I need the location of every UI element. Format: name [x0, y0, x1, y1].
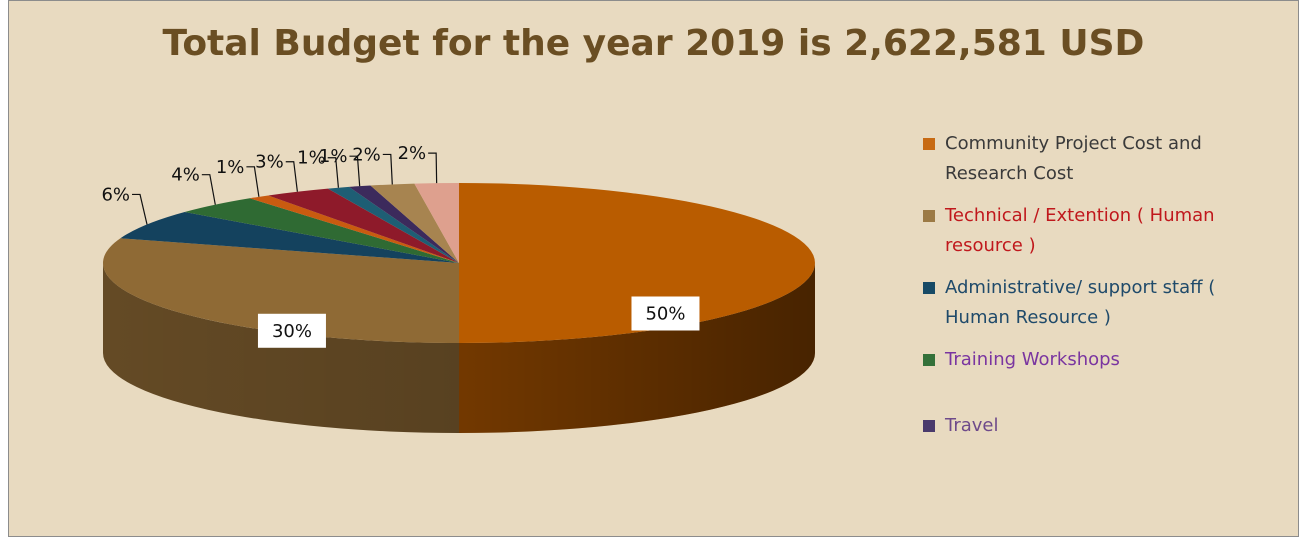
pie-top	[102, 183, 815, 343]
pie-data-label-text: 30%	[272, 321, 312, 342]
pie-data-label-9: 2%	[398, 143, 427, 164]
pie-leader-line-3	[201, 174, 216, 205]
legend-item: Technical / Extention ( Human resource )	[921, 201, 1275, 261]
pie-data-label-box	[631, 296, 700, 331]
legend-label: Training Workshops	[945, 349, 1120, 370]
legend-item: Administrative/ support staff ( Human Re…	[921, 273, 1275, 333]
legend-label: Administrative/ support staff ( Human Re…	[945, 277, 1216, 328]
legend-item: Training Workshops	[921, 345, 1275, 375]
pie-data-label-box	[257, 313, 326, 348]
pie-data-label-7: 1%	[319, 146, 348, 167]
chart-area: Total Budget for the year 2019 is 2,622,…	[8, 0, 1299, 537]
pie-leader-line-9	[428, 152, 438, 184]
legend-item: Travel	[921, 411, 1275, 441]
pie-data-label-1: 30%	[257, 313, 326, 348]
legend-swatch	[923, 420, 935, 432]
pie-leader-line-4	[246, 166, 260, 197]
pie-leader-line-2	[132, 193, 148, 225]
pie-slice-4	[249, 195, 459, 263]
pie-sides	[103, 263, 815, 433]
legend-swatch	[923, 282, 935, 294]
chart-legend: Community Project Cost and Research Cost…	[921, 129, 1281, 453]
legend-label: Travel	[945, 415, 999, 436]
pie-slice-8	[370, 183, 459, 263]
pie-data-label-8: 2%	[352, 144, 381, 165]
legend-swatch	[923, 210, 935, 222]
pie-slice-9	[414, 183, 459, 263]
pie-slice-2	[120, 212, 459, 263]
pie-labels: 50%30%6%4% 1% 3% 1%1% 2% 2%	[101, 143, 700, 348]
pie-leader-line-5	[285, 161, 298, 192]
pie-data-label-3: 4%	[171, 165, 200, 186]
legend-swatch	[923, 138, 935, 150]
pie-chart: 50%30%6%4% 1% 3% 1%1% 2% 2%	[101, 143, 815, 433]
legend-label: Technical / Extention ( Human resource )	[945, 205, 1215, 256]
pie-slice-3	[184, 198, 460, 263]
pie-data-label-5: 3%	[255, 152, 284, 173]
pie-data-label-4: 1%	[216, 157, 245, 178]
pie-data-label-0: 50%	[631, 296, 700, 331]
legend-item: Community Project Cost and Research Cost	[921, 129, 1275, 189]
pie-leader-line-6	[327, 157, 340, 188]
pie-leader-line-7	[349, 155, 361, 187]
pie-slice-0	[459, 183, 815, 343]
legend-label: Community Project Cost and Research Cost	[945, 133, 1202, 184]
chart-title: Total Budget for the year 2019 is 2,622,…	[162, 23, 1145, 64]
legend-swatch	[923, 354, 935, 366]
pie-side-shade	[103, 263, 815, 433]
pie-slice-1	[102, 238, 459, 343]
pie-data-label-2: 6%	[101, 184, 130, 205]
pie-data-label-6: 1%	[297, 148, 326, 169]
pie-slice-6	[327, 186, 459, 263]
pie-data-label-text: 50%	[645, 304, 685, 325]
pie-slice-7	[348, 185, 459, 263]
pie-leader-line-8	[382, 153, 393, 185]
pie-slice-5	[268, 188, 459, 263]
